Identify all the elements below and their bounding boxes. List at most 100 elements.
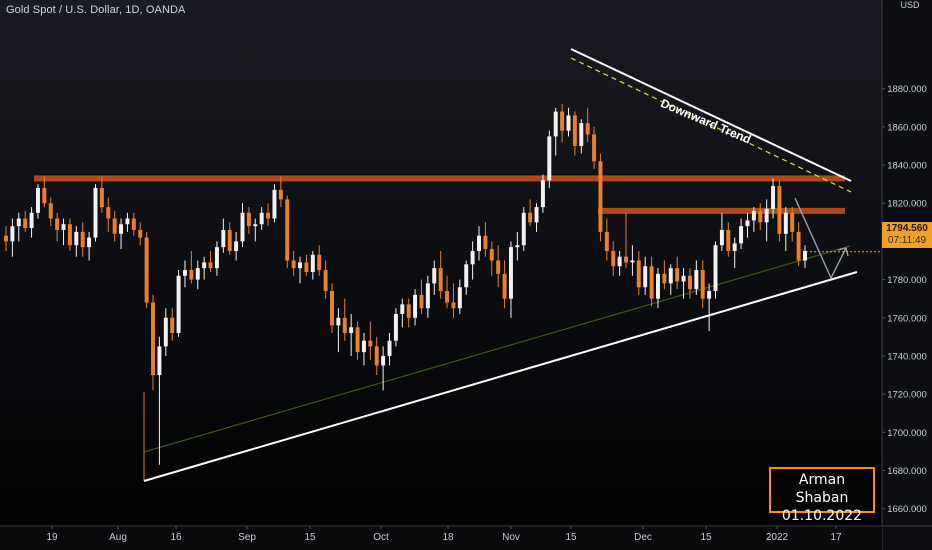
candle-body[interactable] <box>285 199 290 261</box>
candle-body[interactable] <box>246 212 251 227</box>
candle-body[interactable] <box>681 275 686 282</box>
candle-body[interactable] <box>349 327 354 334</box>
support-trendline[interactable] <box>143 271 858 482</box>
candle-body[interactable] <box>502 273 507 299</box>
candle-body[interactable] <box>240 212 245 242</box>
candle-body[interactable] <box>656 273 660 299</box>
time-axis-panel[interactable] <box>0 526 882 550</box>
candle-body[interactable] <box>521 212 526 246</box>
candle-body[interactable] <box>259 212 264 225</box>
candle-body[interactable] <box>304 262 309 272</box>
candle-body[interactable] <box>464 264 469 288</box>
candle-body[interactable] <box>176 275 181 334</box>
candle-body[interactable] <box>553 111 558 137</box>
candle-body[interactable] <box>624 256 629 263</box>
candle-body[interactable] <box>74 231 79 246</box>
candle-body[interactable] <box>419 294 424 309</box>
candle-body[interactable] <box>272 189 277 219</box>
candle-body[interactable] <box>643 266 648 288</box>
candle-body[interactable] <box>719 229 724 246</box>
candle-body[interactable] <box>29 212 34 229</box>
candle-body[interactable] <box>234 241 239 251</box>
downward-trend-dashed-line[interactable] <box>570 57 852 193</box>
candle-body[interactable] <box>662 273 667 284</box>
candle-body[interactable] <box>790 212 795 232</box>
candle-body[interactable] <box>310 254 315 272</box>
candle-body[interactable] <box>732 243 737 251</box>
candle-body[interactable] <box>138 229 143 238</box>
candle-body[interactable] <box>67 224 72 246</box>
candle-body[interactable] <box>189 270 194 280</box>
candle-body[interactable] <box>323 270 328 292</box>
candle-body[interactable] <box>10 226 15 242</box>
candle-body[interactable] <box>758 210 763 223</box>
candle-body[interactable] <box>771 186 776 209</box>
downward-trendline[interactable] <box>570 48 852 182</box>
candle-body[interactable] <box>208 262 213 269</box>
candle-body[interactable] <box>202 262 207 269</box>
candle-body[interactable] <box>253 224 258 227</box>
candle-body[interactable] <box>630 260 635 263</box>
resistance-band-lower[interactable] <box>598 207 845 214</box>
candle-body[interactable] <box>330 291 334 326</box>
candle-body[interactable] <box>425 283 430 309</box>
candle-body[interactable] <box>675 268 680 282</box>
candle-body[interactable] <box>4 235 8 242</box>
candle-body[interactable] <box>470 250 475 265</box>
candle-body[interactable] <box>214 247 219 269</box>
candle-body[interactable] <box>93 187 98 238</box>
candle-body[interactable] <box>451 302 456 309</box>
candle-body[interactable] <box>336 317 341 326</box>
candle-body[interactable] <box>739 226 744 244</box>
candle-body[interactable] <box>195 268 200 280</box>
candle-body[interactable] <box>266 212 271 219</box>
candle-body[interactable] <box>87 237 92 248</box>
candle-body[interactable] <box>764 208 769 223</box>
candle-body[interactable] <box>125 218 130 225</box>
candle-body[interactable] <box>80 231 85 248</box>
candle-body[interactable] <box>317 254 322 271</box>
candle-body[interactable] <box>540 180 545 208</box>
candle-body[interactable] <box>508 247 513 299</box>
candle-body[interactable] <box>636 260 641 288</box>
candle-body[interactable] <box>515 245 520 248</box>
candle-body[interactable] <box>783 212 788 234</box>
candle-body[interactable] <box>163 317 168 347</box>
candle-body[interactable] <box>438 268 443 292</box>
candle-body[interactable] <box>400 304 405 314</box>
candle-body[interactable] <box>687 275 692 290</box>
candle-body[interactable] <box>112 218 117 234</box>
candle-body[interactable] <box>707 291 712 299</box>
candle-body[interactable] <box>35 187 40 213</box>
candle-body[interactable] <box>61 224 66 230</box>
candle-body[interactable] <box>496 260 501 274</box>
candle-body[interactable] <box>751 210 756 221</box>
candle-body[interactable] <box>796 231 801 261</box>
candle-body[interactable] <box>413 294 418 318</box>
candle-body[interactable] <box>361 340 366 353</box>
candle-body[interactable] <box>406 304 411 318</box>
candle-body[interactable] <box>99 187 104 208</box>
candle-body[interactable] <box>374 346 379 366</box>
candle-body[interactable] <box>432 268 437 284</box>
candle-body[interactable] <box>547 136 552 181</box>
candle-body[interactable] <box>528 212 533 223</box>
candle-body[interactable] <box>393 313 398 341</box>
candle-body[interactable] <box>151 302 155 376</box>
candle-body[interactable] <box>182 270 187 276</box>
candle-body[interactable] <box>278 189 283 200</box>
resistance-band-upper[interactable] <box>34 175 845 182</box>
candle-body[interactable] <box>700 270 705 299</box>
candle-body[interactable] <box>572 115 577 146</box>
projection-path[interactable] <box>794 197 847 280</box>
candle-body[interactable] <box>355 327 360 353</box>
candle-body[interactable] <box>227 229 232 251</box>
candle-body[interactable] <box>387 340 392 356</box>
candle-body[interactable] <box>457 287 462 309</box>
candle-body[interactable] <box>745 220 750 227</box>
candle-body[interactable] <box>649 266 654 299</box>
candle-body[interactable] <box>477 235 481 251</box>
candle-body[interactable] <box>381 355 386 366</box>
candle-body[interactable] <box>144 237 149 303</box>
